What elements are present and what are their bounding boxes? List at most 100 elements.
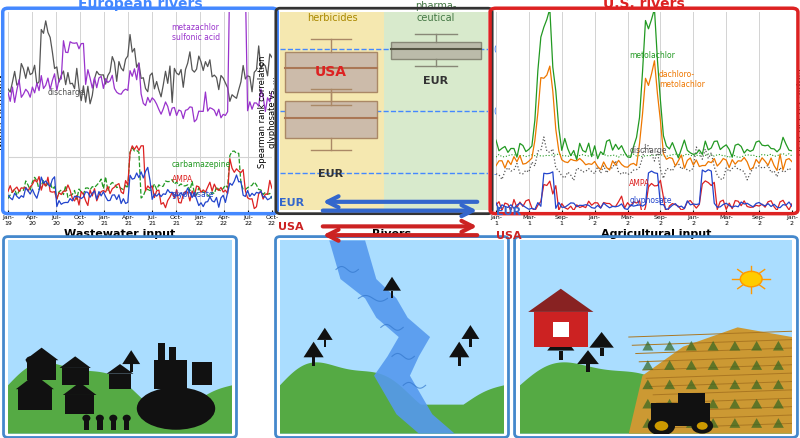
Text: discharge: discharge (48, 87, 85, 96)
Text: discharge: discharge (630, 146, 666, 155)
Text: AMPA: AMPA (172, 174, 193, 183)
Circle shape (110, 415, 118, 422)
Polygon shape (642, 360, 654, 370)
Polygon shape (708, 341, 718, 351)
Bar (170, 347, 176, 360)
Polygon shape (664, 360, 675, 370)
Polygon shape (629, 328, 792, 434)
Title: U.S. rivers: U.S. rivers (603, 0, 685, 11)
Polygon shape (773, 341, 784, 351)
Polygon shape (547, 333, 574, 351)
Text: AMPA: AMPA (630, 179, 650, 187)
Polygon shape (686, 341, 697, 351)
Bar (97, 419, 102, 430)
Title: Wastewater input: Wastewater input (64, 229, 176, 239)
Polygon shape (751, 399, 762, 409)
Polygon shape (708, 418, 718, 428)
Text: metolachlor: metolachlor (630, 50, 675, 60)
Polygon shape (686, 399, 697, 409)
Title: Agricultural input: Agricultural input (601, 229, 711, 239)
Circle shape (82, 415, 90, 422)
Polygon shape (773, 418, 784, 428)
Text: USA: USA (496, 231, 522, 240)
Circle shape (26, 357, 35, 364)
Polygon shape (686, 380, 697, 389)
Polygon shape (462, 325, 479, 339)
Bar (65, 395, 94, 414)
Circle shape (122, 415, 130, 422)
Polygon shape (773, 399, 784, 409)
Text: USA: USA (315, 65, 347, 79)
Polygon shape (577, 350, 599, 364)
Bar (553, 322, 569, 337)
Polygon shape (528, 289, 594, 312)
Polygon shape (773, 360, 784, 370)
Bar (18, 389, 52, 410)
Bar (390, 291, 394, 299)
Bar (62, 368, 89, 385)
Bar (586, 364, 590, 372)
Bar (458, 357, 461, 366)
Y-axis label: Spearman rank correlation
glyphosate vs. ...: Spearman rank correlation glyphosate vs.… (258, 56, 278, 168)
Polygon shape (686, 418, 697, 428)
Polygon shape (63, 382, 97, 395)
Bar (323, 340, 326, 347)
Bar (27, 361, 34, 372)
Bar (124, 419, 130, 430)
Polygon shape (730, 341, 740, 351)
Title: Rivers: Rivers (373, 229, 411, 239)
Polygon shape (730, 380, 740, 389)
Text: glyphosate: glyphosate (630, 195, 672, 205)
Bar (158, 343, 165, 360)
Bar (285, 102, 377, 139)
Polygon shape (16, 375, 54, 389)
Bar (192, 362, 212, 385)
Polygon shape (8, 363, 232, 434)
Text: herbicides: herbicides (306, 13, 358, 23)
Polygon shape (122, 350, 140, 364)
Polygon shape (751, 380, 762, 389)
Circle shape (96, 415, 104, 422)
Circle shape (691, 418, 713, 434)
Text: 0.5: 0.5 (493, 45, 509, 55)
Polygon shape (330, 241, 454, 434)
Circle shape (740, 272, 762, 287)
Polygon shape (730, 399, 740, 409)
Polygon shape (590, 332, 614, 348)
Polygon shape (25, 348, 58, 360)
Text: 0: 0 (493, 107, 499, 117)
Text: metazachlor
sulfonic acid: metazachlor sulfonic acid (172, 23, 220, 42)
Bar (534, 312, 588, 347)
Bar (312, 357, 315, 366)
Polygon shape (773, 380, 784, 389)
Bar (391, 43, 481, 60)
Text: EUR: EUR (318, 168, 343, 178)
Y-axis label: Nahe, Germany: Nahe, Germany (0, 74, 6, 150)
Bar (154, 360, 187, 389)
Bar (558, 351, 563, 360)
Polygon shape (730, 360, 740, 370)
Polygon shape (642, 341, 654, 351)
Polygon shape (664, 399, 675, 409)
Polygon shape (686, 360, 697, 370)
Text: glyphosate: glyphosate (172, 189, 214, 198)
Bar (678, 393, 705, 409)
Polygon shape (520, 363, 792, 434)
Y-axis label: Maple Creek, USA: Maple Creek, USA (794, 68, 800, 155)
Text: pharma-
ceutical: pharma- ceutical (415, 1, 457, 23)
Polygon shape (751, 418, 762, 428)
Bar (384, 13, 488, 210)
Polygon shape (751, 360, 762, 370)
Polygon shape (664, 418, 675, 428)
Polygon shape (317, 328, 333, 340)
Bar (469, 339, 472, 347)
Polygon shape (642, 380, 654, 389)
Polygon shape (708, 360, 718, 370)
Bar (600, 348, 603, 357)
Polygon shape (708, 399, 718, 409)
Polygon shape (303, 342, 324, 357)
Polygon shape (751, 341, 762, 351)
Bar (84, 419, 89, 430)
Circle shape (697, 422, 708, 430)
Text: USA: USA (278, 222, 304, 232)
